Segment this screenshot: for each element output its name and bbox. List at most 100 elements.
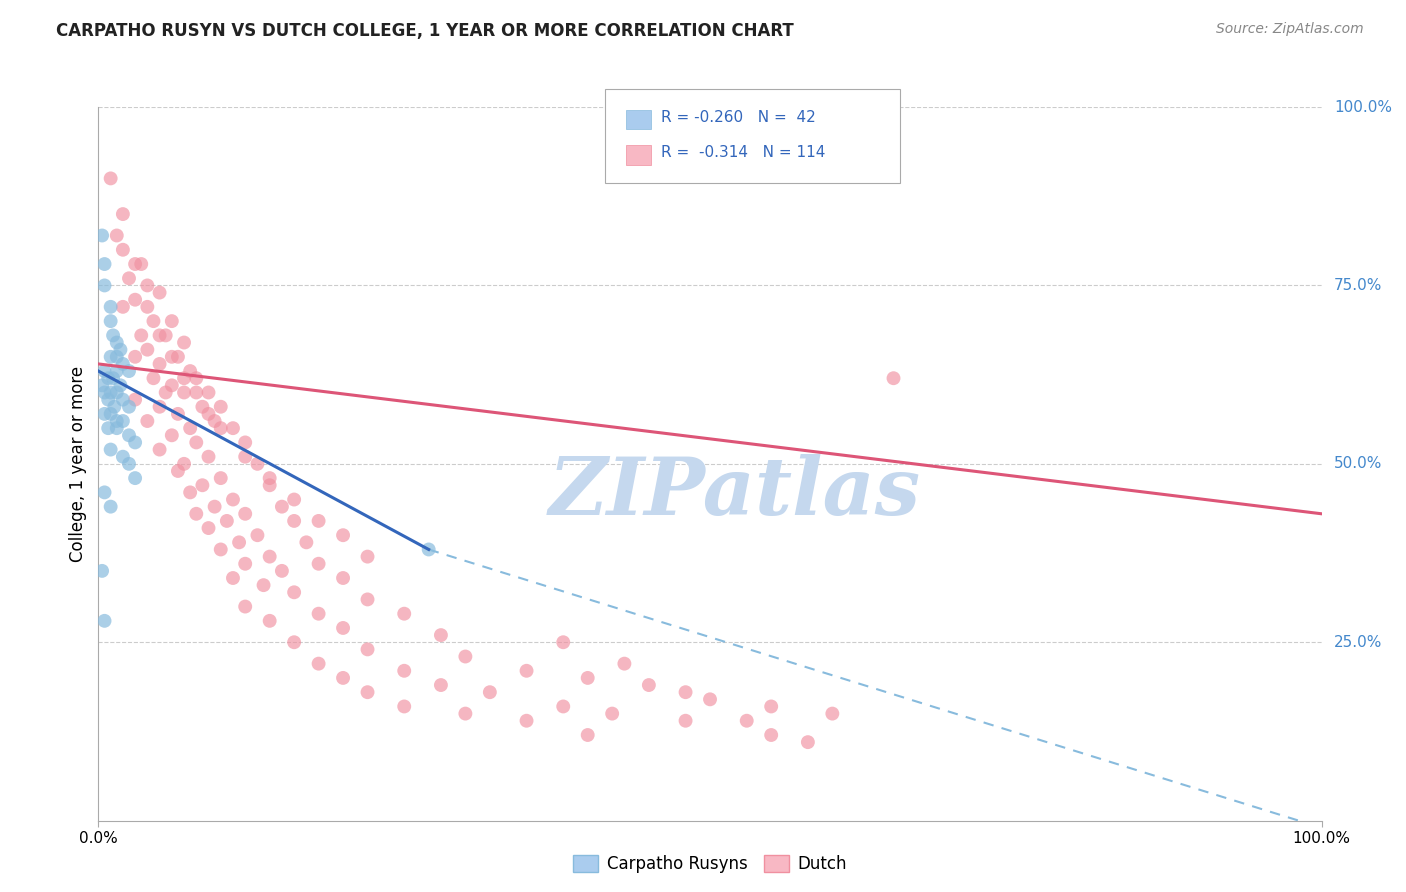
- Point: [100, 385, 122, 400]
- Point: [308, 557, 330, 571]
- Point: [454, 706, 477, 721]
- Point: [136, 343, 159, 357]
- Point: [233, 557, 256, 571]
- Text: 50.0%: 50.0%: [1334, 457, 1382, 471]
- Point: [167, 350, 190, 364]
- Point: [111, 300, 134, 314]
- Point: [173, 457, 195, 471]
- Point: [105, 364, 128, 378]
- Point: [270, 500, 294, 514]
- Point: [735, 714, 758, 728]
- Point: [675, 714, 697, 728]
- Point: [142, 314, 165, 328]
- Text: R = -0.260   N =  42: R = -0.260 N = 42: [661, 110, 815, 125]
- Point: [97, 371, 120, 385]
- Point: [142, 371, 165, 385]
- Point: [186, 435, 208, 450]
- Point: [308, 607, 330, 621]
- Point: [149, 285, 172, 300]
- Point: [111, 357, 134, 371]
- Point: [675, 685, 697, 699]
- Point: [233, 450, 256, 464]
- Point: [209, 542, 232, 557]
- Point: [100, 407, 122, 421]
- Point: [110, 343, 132, 357]
- Point: [167, 407, 190, 421]
- Point: [91, 564, 114, 578]
- Point: [332, 571, 354, 585]
- Point: [356, 642, 378, 657]
- Point: [100, 442, 122, 457]
- Point: [91, 228, 114, 243]
- Point: [93, 614, 115, 628]
- Point: [516, 714, 538, 728]
- Point: [516, 664, 538, 678]
- Point: [179, 364, 201, 378]
- Point: [430, 628, 453, 642]
- Point: [191, 400, 214, 414]
- Text: ZIPatlas: ZIPatlas: [548, 454, 921, 531]
- Point: [118, 457, 141, 471]
- Text: CARPATHO RUSYN VS DUTCH COLLEGE, 1 YEAR OR MORE CORRELATION CHART: CARPATHO RUSYN VS DUTCH COLLEGE, 1 YEAR …: [56, 22, 794, 40]
- Point: [173, 385, 195, 400]
- Point: [197, 407, 219, 421]
- Point: [197, 450, 219, 464]
- Point: [761, 728, 783, 742]
- Point: [191, 478, 214, 492]
- Point: [124, 471, 146, 485]
- Point: [118, 428, 141, 442]
- Point: [103, 400, 125, 414]
- Point: [93, 278, 115, 293]
- Point: [478, 685, 501, 699]
- Point: [259, 614, 281, 628]
- Point: [418, 542, 440, 557]
- Point: [283, 635, 305, 649]
- Point: [270, 564, 294, 578]
- Point: [356, 685, 378, 699]
- Point: [173, 335, 195, 350]
- Legend: Carpatho Rusyns, Dutch: Carpatho Rusyns, Dutch: [567, 848, 853, 880]
- Point: [101, 371, 124, 385]
- Point: [699, 692, 721, 706]
- Point: [160, 350, 183, 364]
- Point: [124, 435, 146, 450]
- Point: [100, 350, 122, 364]
- Point: [105, 350, 128, 364]
- Point: [197, 385, 219, 400]
- Point: [233, 435, 256, 450]
- Point: [332, 621, 354, 635]
- Point: [233, 599, 256, 614]
- Point: [129, 257, 152, 271]
- Point: [105, 414, 128, 428]
- Point: [105, 228, 128, 243]
- Text: 100.0%: 100.0%: [1334, 100, 1392, 114]
- Point: [392, 664, 416, 678]
- Point: [124, 392, 146, 407]
- Point: [93, 364, 115, 378]
- Point: [821, 706, 844, 721]
- Point: [797, 735, 820, 749]
- Point: [155, 328, 177, 343]
- Point: [600, 706, 623, 721]
- Point: [392, 699, 416, 714]
- Point: [105, 335, 128, 350]
- Point: [222, 571, 245, 585]
- Point: [101, 328, 124, 343]
- Point: [761, 699, 783, 714]
- Point: [356, 592, 378, 607]
- Point: [553, 635, 575, 649]
- Point: [149, 400, 172, 414]
- Point: [295, 535, 318, 549]
- Point: [100, 171, 122, 186]
- Point: [576, 728, 599, 742]
- Point: [124, 257, 146, 271]
- Point: [160, 428, 183, 442]
- Point: [259, 478, 281, 492]
- Point: [173, 371, 195, 385]
- Text: R =  -0.314   N = 114: R = -0.314 N = 114: [661, 145, 825, 161]
- Point: [136, 414, 159, 428]
- Point: [100, 300, 122, 314]
- Point: [283, 585, 305, 599]
- Point: [246, 457, 269, 471]
- Point: [222, 492, 245, 507]
